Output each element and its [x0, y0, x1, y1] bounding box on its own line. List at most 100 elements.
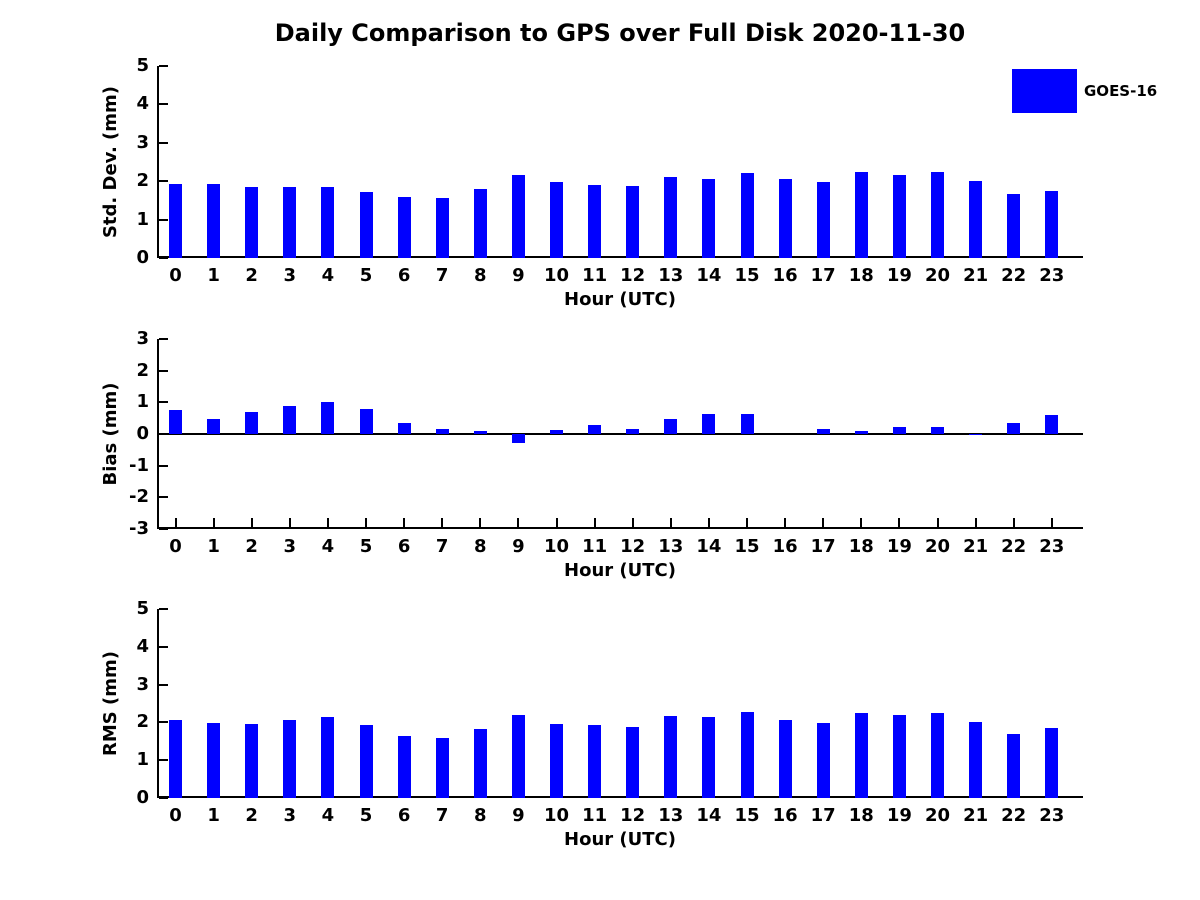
- bias-bar-hour-20: [931, 427, 944, 434]
- bias-bar-hour-18: [854, 430, 868, 434]
- stddev-plot-area: 0 1 2 3 4 5 0 1 2 3 4 5 6 7 8 9 10 11 12 13 14 15 16 17 18 19 20 21…: [100, 55, 1083, 310]
- stddev-x-tick-label: 10: [543, 265, 570, 286]
- stddev-bar-hour-21: [969, 180, 983, 258]
- rms-x-tick-label: 7: [435, 805, 449, 826]
- stddev-x-axis-label: Hour (UTC): [564, 289, 676, 310]
- bias-y-tickmark: [159, 401, 168, 404]
- rms-x-tick-label: 21: [963, 805, 989, 826]
- rms-x-tick-label: 14: [696, 805, 722, 826]
- rms-x-tick-label: 2: [245, 805, 258, 826]
- bias-x-tickmark: [974, 518, 977, 527]
- bias-x-tickmark: [593, 518, 596, 527]
- bias-bar-hour-5: [359, 408, 373, 434]
- stddev-bar-hour-0: [169, 183, 182, 258]
- rms-bar-hour-0: [169, 719, 182, 798]
- bias-bar-hour-23: [1045, 415, 1059, 434]
- bias-x-tick-label: 15: [734, 536, 760, 557]
- rms-x-axis-line: [157, 796, 1083, 798]
- bias-x-tickmark: [822, 518, 825, 527]
- bias-bar-hour-10: [550, 429, 563, 434]
- rms-x-tick-label: 5: [359, 805, 373, 826]
- bias-bar-hour-0: [169, 409, 182, 434]
- bias-x-tick-label: 8: [474, 536, 487, 557]
- bias-y-axis-label: Bias (mm): [100, 382, 121, 486]
- rms-bar-hour-18: [854, 712, 868, 798]
- stddev-x-tick-label: 21: [963, 265, 989, 286]
- stddev-x-tick-label: 22: [1001, 265, 1027, 286]
- bias-x-tick-label: 9: [512, 536, 525, 557]
- stddev-bar-hour-2: [245, 187, 259, 258]
- rms-bar-hour-17: [816, 723, 830, 798]
- bias-x-tick-label: 12: [620, 536, 646, 557]
- stddev-bar-hour-17: [816, 181, 830, 258]
- bias-bar-hour-6: [397, 423, 411, 434]
- legend: GOES-16: [1012, 69, 1157, 113]
- stddev-x-tick-label: 17: [810, 265, 836, 286]
- bias-bar-hour-19: [892, 426, 906, 434]
- bias-bar-hour-11: [588, 424, 602, 434]
- bias-bar-hour-3: [283, 405, 297, 434]
- bias-x-tick-label: 10: [543, 536, 570, 557]
- stddev-bar-hour-1: [207, 183, 221, 258]
- bias-x-tickmark: [898, 518, 901, 527]
- bias-x-tickmark: [365, 518, 367, 527]
- rms-x-axis-label: Hour (UTC): [564, 829, 676, 850]
- stddev-bar-hour-22: [1007, 194, 1021, 258]
- stddev-bar-hour-4: [321, 186, 335, 258]
- rms-x-tick-label: 3: [283, 805, 297, 826]
- stddev-y-tickmark: [159, 180, 168, 183]
- bias-y-tickmark: [159, 369, 168, 372]
- rms-y-tick-label: 1: [136, 749, 149, 771]
- rms-x-tick-label: 15: [734, 805, 760, 826]
- bias-bar-hour-9: [511, 434, 525, 443]
- stddev-x-tick-label: 18: [848, 265, 874, 286]
- bias-x-tick-label: 2: [245, 536, 258, 557]
- rms-bar-hour-4: [321, 717, 335, 798]
- bias-x-tickmark: [326, 518, 329, 527]
- stddev-bar-hour-8: [473, 188, 487, 258]
- bias-x-tickmark: [479, 518, 482, 527]
- bias-bar-hour-4: [321, 402, 335, 434]
- bias-x-tickmark: [936, 518, 939, 527]
- rms-bar-hour-5: [359, 725, 373, 798]
- rms-y-tickmark: [159, 645, 168, 648]
- bias-x-tickmark: [1050, 518, 1053, 527]
- bias-x-tick-label: 17: [810, 536, 836, 557]
- bias-x-tickmark: [555, 518, 558, 527]
- rms-x-tick-label: 16: [772, 805, 798, 826]
- rms-x-tick-label: 12: [620, 805, 646, 826]
- bias-x-tickmark: [517, 518, 520, 527]
- rms-x-tick-label: 20: [924, 805, 951, 826]
- stddev-x-tick-label: 9: [512, 265, 525, 286]
- stddev-x-tick-label: 20: [924, 265, 951, 286]
- stddev-x-tick-label: 19: [886, 265, 912, 286]
- bias-bar-hour-17: [816, 428, 830, 434]
- rms-y-tickmark: [159, 683, 168, 686]
- stddev-y-tick-label: 1: [136, 208, 149, 230]
- bias-x-tick-label: 16: [772, 536, 798, 557]
- bias-zero-line: [157, 433, 1083, 435]
- stddev-bar-hour-15: [740, 172, 754, 258]
- rms-y-tickmark: [159, 721, 168, 724]
- stddev-x-tick-label: 2: [245, 265, 258, 286]
- stddev-x-tick-label: 15: [734, 265, 760, 286]
- rms-bar-hour-21: [969, 722, 983, 798]
- stddev-x-tick-label: 3: [283, 265, 297, 286]
- stddev-bar-hour-19: [892, 174, 906, 258]
- chart-title: Daily Comparison to GPS over Full Disk 2…: [274, 19, 966, 47]
- bias-y-tick-label: 3: [136, 328, 149, 349]
- bias-y-tickmark: [159, 496, 168, 499]
- rms-bar-hour-11: [588, 724, 602, 798]
- bias-bar-hour-2: [245, 411, 259, 434]
- stddev-y-tick-label: 3: [136, 131, 149, 153]
- stddev-bar-hour-7: [435, 198, 449, 258]
- legend-swatch-goes16: [1012, 69, 1077, 113]
- stddev-bar-hour-11: [588, 184, 602, 258]
- bias-x-tickmark: [250, 518, 253, 527]
- stddev-x-tick-label: 11: [582, 265, 608, 286]
- rms-y-tickmark: [159, 608, 168, 610]
- rms-bar-hour-22: [1007, 734, 1021, 798]
- bias-x-tickmark: [669, 518, 672, 527]
- rms-bar-hour-6: [397, 736, 411, 798]
- rms-x-tick-label: 10: [543, 805, 570, 826]
